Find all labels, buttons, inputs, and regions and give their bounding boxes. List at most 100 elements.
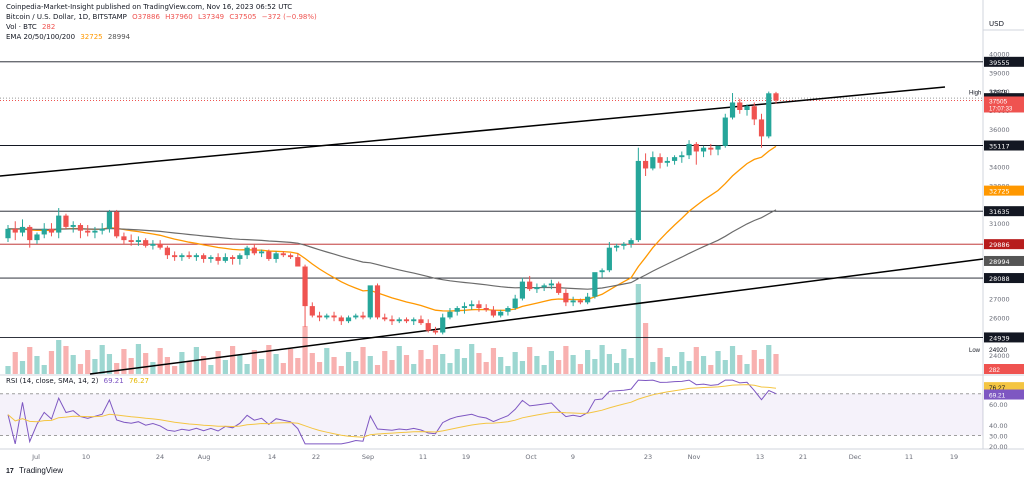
volume-label: Vol · BTC — [6, 23, 37, 31]
candle-body — [635, 160, 641, 241]
price-tick-label: 40000 — [989, 50, 1010, 58]
volume-bar — [244, 364, 250, 374]
volume-bar — [85, 350, 91, 374]
candle-body — [693, 143, 699, 152]
rsi-band — [0, 393, 983, 436]
volume-bar — [121, 349, 127, 374]
volume-bar — [114, 363, 120, 374]
symbol-title: Bitcoin / U.S. Dollar, 1D, BITSTAMP — [6, 13, 127, 21]
candle-body — [642, 160, 649, 169]
volume-value: 282 — [41, 23, 56, 31]
volume-bar — [360, 347, 366, 374]
volume-bar — [440, 354, 446, 374]
candle-body — [461, 306, 468, 308]
candle-body — [715, 145, 721, 150]
level-price-label-bg — [984, 273, 1024, 284]
volume-bar — [302, 326, 308, 374]
volume-bar — [635, 284, 641, 374]
time-tick-label: 21 — [799, 453, 807, 461]
ema200-value: 28994 — [107, 33, 131, 41]
candle-body — [592, 272, 598, 297]
volume-bar — [671, 366, 678, 374]
volume-bar — [548, 351, 554, 374]
candle-body — [556, 283, 562, 293]
rsi-tick-label: 20.00 — [989, 443, 1008, 451]
candle-body — [766, 93, 772, 137]
candle-body — [121, 236, 127, 241]
candle-body — [70, 225, 76, 227]
volume-bars — [5, 284, 779, 374]
volume-bar — [628, 358, 634, 374]
volume-bar — [92, 359, 98, 374]
volume-bar — [700, 356, 707, 374]
candle-body — [411, 319, 417, 322]
volume-bar — [309, 353, 315, 374]
candle-body — [425, 323, 431, 331]
candle-body — [215, 257, 221, 261]
level-price-label: 24939 — [989, 334, 1010, 342]
price-tick-label: 36000 — [989, 126, 1010, 134]
current-price-label: 37505 — [989, 98, 1007, 105]
tradingview-logo-icon: 17 — [6, 468, 14, 475]
price-tick-label: 24000 — [989, 352, 1010, 360]
volume-bar — [382, 351, 388, 374]
price-tick-label: 38000 — [989, 88, 1010, 96]
candle-body — [650, 157, 656, 169]
candle-body — [316, 315, 323, 318]
price-tick-label: 39000 — [989, 69, 1010, 77]
candle-body — [237, 255, 243, 259]
volume-bar — [773, 354, 779, 374]
ema50-value: 32725 — [80, 33, 103, 41]
volume-bar — [512, 352, 518, 374]
volume-bar — [374, 365, 381, 374]
candle-body — [534, 287, 540, 290]
level-price-label: 29886 — [989, 241, 1010, 249]
volume-bar — [230, 346, 236, 374]
candle-body — [85, 230, 91, 233]
volume-bar — [324, 348, 330, 374]
volume-bar — [483, 362, 489, 374]
volume-bar — [273, 354, 279, 374]
candle-body — [432, 330, 439, 333]
volume-bar — [599, 345, 605, 374]
open-value: O37886 — [132, 13, 160, 21]
volume-bar — [403, 355, 410, 374]
candle-body — [280, 253, 286, 256]
volume-bar — [657, 348, 663, 374]
volume-bar — [708, 365, 714, 374]
volume-bar — [63, 346, 69, 374]
volume-bar — [237, 355, 243, 374]
candle-body — [143, 240, 149, 246]
volume-bar — [48, 351, 55, 374]
change-value: −372 (−0.98%) — [261, 13, 317, 21]
volume-bar — [353, 361, 359, 374]
time-tick-label: 24 — [156, 453, 164, 461]
tradingview-brand[interactable]: 17 TradingView — [6, 466, 63, 475]
candle-body — [664, 160, 670, 163]
candle-body — [135, 240, 142, 242]
volume-bar — [251, 350, 257, 374]
candle-body — [729, 102, 736, 118]
candles — [5, 91, 779, 335]
candle-body — [353, 315, 359, 318]
candle-body — [599, 270, 605, 273]
candle-body — [606, 247, 612, 271]
volume-bar — [222, 360, 228, 374]
candle-body — [230, 257, 236, 259]
volume-bar — [172, 366, 178, 374]
candle-body — [570, 300, 576, 303]
low-value: L37349 — [197, 13, 225, 21]
candle-body — [403, 319, 410, 322]
time-tick-label: Aug — [198, 453, 211, 461]
candle-body — [27, 226, 33, 241]
candle-body — [454, 308, 460, 312]
candle-body — [251, 247, 257, 254]
tradingview-label: TradingView — [19, 466, 64, 475]
ema-label: EMA 20/50/100/200 — [6, 33, 76, 41]
rsi-legend: RSI (14, close, SMA, 14, 2) 69.21 76.27 — [6, 377, 152, 385]
ema-grey-line — [7, 209, 777, 290]
level-price-label: 28088 — [989, 275, 1010, 283]
volume-bar — [476, 353, 482, 374]
price-tick-label: 31000 — [989, 220, 1010, 228]
